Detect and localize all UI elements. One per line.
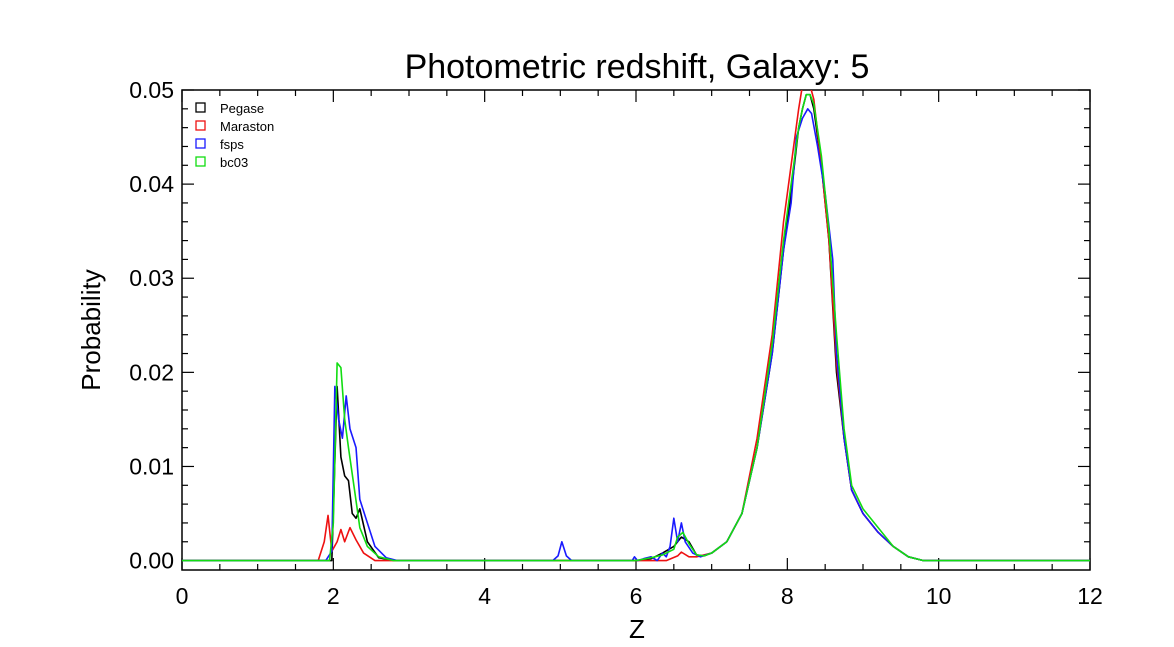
legend-swatch-fsps	[195, 138, 206, 149]
x-tick-label: 6	[630, 583, 643, 609]
legend-swatch-maraston	[195, 120, 206, 131]
y-tick-label: 0.05	[129, 77, 174, 103]
legend-label-maraston: Maraston	[220, 119, 274, 134]
y-axis-label: Probability	[76, 269, 106, 390]
plot-area: 0 2 4 6 8 10 12 0.00 0.01 0.02 0.03 0.04 0.05	[129, 77, 1103, 609]
y-tick-label: 0.01	[129, 453, 174, 479]
y-tick-label: 0.04	[129, 171, 174, 197]
y-tick-label: 0.03	[129, 265, 174, 291]
series-line-fsps	[182, 108, 1090, 562]
y-tick-label: 0.02	[129, 359, 174, 385]
legend-swatch-bc03	[195, 156, 206, 167]
legend-label-bc03: bc03	[220, 155, 248, 170]
legend: Pegase Maraston fsps bc03	[195, 101, 274, 170]
y-tick-label: 0.00	[129, 548, 174, 574]
series-line-pegase	[182, 93, 1090, 562]
legend-label-fsps: fsps	[220, 137, 244, 152]
x-tick-label: 0	[176, 583, 189, 609]
x-tick-label: 12	[1077, 583, 1103, 609]
x-tick-label: 8	[781, 583, 794, 609]
legend-label-pegase: Pegase	[220, 101, 264, 116]
series-line-maraston	[182, 90, 1090, 562]
x-axis-label: Z	[629, 614, 645, 644]
x-tick-label: 10	[926, 583, 952, 609]
legend-swatch-pegase	[195, 102, 206, 113]
series-line-bc03	[182, 93, 1090, 562]
x-tick-label: 2	[327, 583, 340, 609]
chart-title: Photometric redshift, Galaxy: 5	[405, 48, 870, 86]
plot-frame	[181, 89, 1091, 571]
x-tick-label: 4	[478, 583, 491, 609]
